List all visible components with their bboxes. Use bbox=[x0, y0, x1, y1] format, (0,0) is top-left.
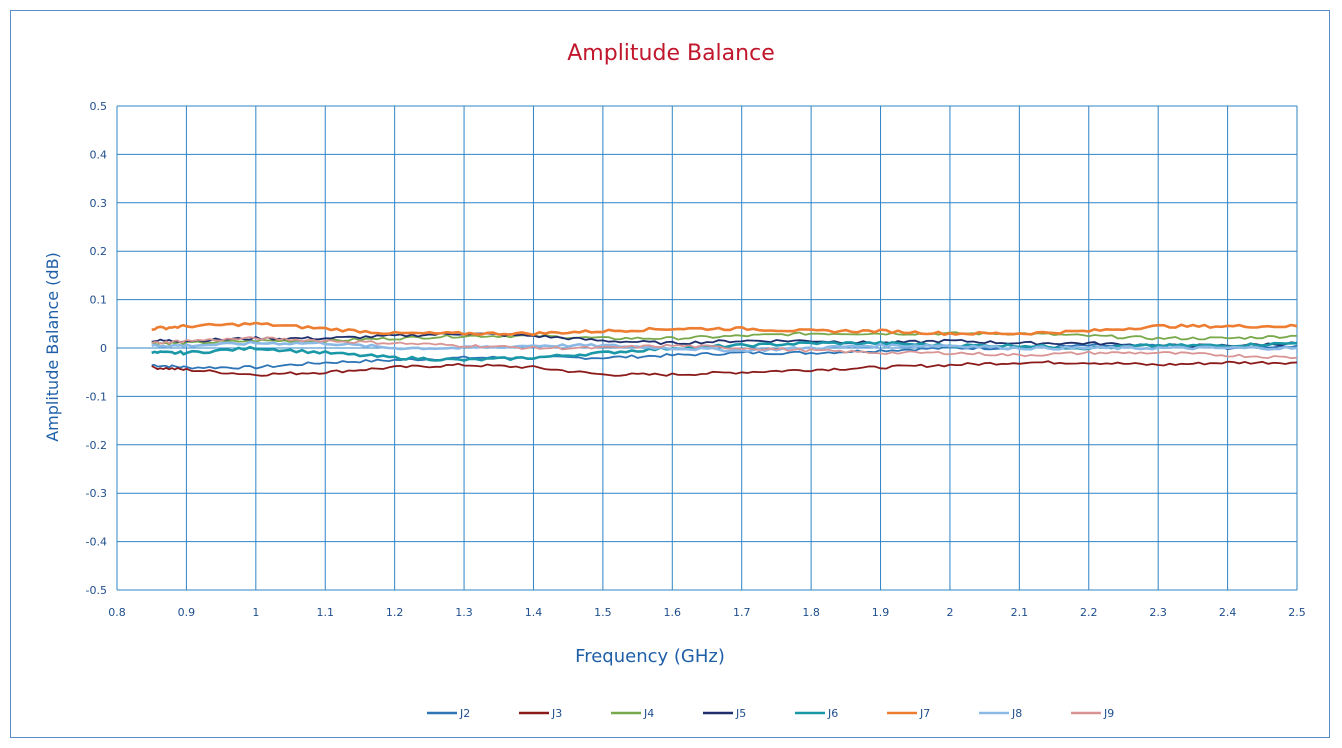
series-line-j7 bbox=[151, 321, 1298, 337]
y-tick-label: 0.4 bbox=[90, 148, 108, 161]
x-tick-label: 0.8 bbox=[108, 606, 126, 619]
series-line-j3 bbox=[151, 360, 1298, 377]
x-tick-label: 2.4 bbox=[1219, 606, 1237, 619]
x-tick-label: 1.8 bbox=[802, 606, 820, 619]
y-tick-label: -0.3 bbox=[86, 487, 107, 500]
series-lines bbox=[151, 321, 1298, 377]
x-tick-label: 2 bbox=[946, 606, 953, 619]
x-tick-label: 1.9 bbox=[872, 606, 890, 619]
y-tick-label: -0.4 bbox=[86, 536, 107, 549]
chart-title: Amplitude Balance bbox=[567, 41, 774, 66]
x-tick-labels: 0.8 0.9 1 1.1 1.2 1.3 1.4 1.5 1.6 1.7 1.8 1.9 2 2.1 2.… bbox=[108, 606, 1306, 619]
y-tick-label: -0.5 bbox=[86, 584, 107, 597]
x-tick-label: 0.9 bbox=[178, 606, 196, 619]
x-tick-label: 1.1 bbox=[316, 606, 334, 619]
x-tick-label: 1.2 bbox=[386, 606, 404, 619]
x-tick-label: 1.4 bbox=[525, 606, 543, 619]
x-axis-label: Frequency (GHz) bbox=[575, 646, 725, 667]
y-tick-labels: 0.5 0.4 0.3 0.2 0.1 0 -0.1 -0.2 -0.3 -0.4 -0.5 bbox=[86, 100, 107, 597]
y-tick-label: -0.2 bbox=[86, 439, 107, 452]
x-tick-label: 1.5 bbox=[594, 606, 612, 619]
y-tick-label: 0.3 bbox=[90, 197, 108, 210]
x-tick-label: 1.3 bbox=[455, 606, 473, 619]
x-tick-label: 2.2 bbox=[1080, 606, 1098, 619]
x-tick-label: 2.1 bbox=[1011, 606, 1029, 619]
x-tick-label: 1.6 bbox=[664, 606, 682, 619]
y-tick-label: 0.1 bbox=[90, 294, 108, 307]
legend-label-j9: J9 bbox=[1103, 707, 1114, 720]
series-line-j9 bbox=[151, 336, 1298, 360]
x-tick-label: 2.5 bbox=[1288, 606, 1306, 619]
legend-label-j3: J3 bbox=[551, 707, 562, 720]
legend-label-j7: J7 bbox=[919, 707, 930, 720]
y-tick-label: 0.2 bbox=[90, 245, 108, 258]
y-tick-label: 0 bbox=[100, 342, 107, 355]
series-line-j8 bbox=[151, 340, 1298, 353]
legend-label-j5: J5 bbox=[735, 707, 746, 720]
x-tick-label: 1.7 bbox=[733, 606, 751, 619]
y-axis-label: Amplitude Balance (dB) bbox=[43, 252, 62, 442]
legend-label-j4: J4 bbox=[643, 707, 654, 720]
legend-label-j6: J6 bbox=[827, 707, 838, 720]
x-tick-label: 1 bbox=[252, 606, 259, 619]
legend: J2 J3 J4 J5 J6 J7 J8 J9 bbox=[427, 707, 1114, 720]
y-tick-label: 0.5 bbox=[90, 100, 108, 113]
legend-label-j8: J8 bbox=[1011, 707, 1022, 720]
legend-label-j2: J2 bbox=[459, 707, 470, 720]
x-tick-label: 2.3 bbox=[1149, 606, 1167, 619]
y-tick-label: -0.1 bbox=[86, 390, 107, 403]
